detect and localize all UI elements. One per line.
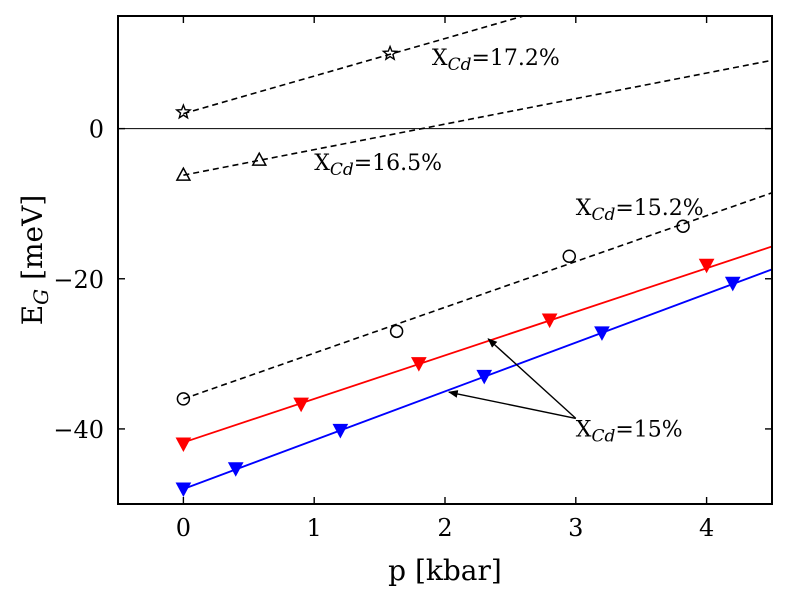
data-point-7-2	[562, 249, 577, 263]
x-tick-label-1: 1	[307, 514, 322, 542]
data-point-9-4	[594, 326, 610, 341]
data-point-7-3	[676, 219, 690, 233]
fit-line-0	[183, 16, 527, 115]
annotations: XCd=17.2% XCd=16.5% XCd=15.2% XCd=15%	[314, 46, 703, 447]
data-point-5-1	[381, 44, 399, 61]
data-point-9-3	[476, 369, 493, 385]
y-tick-label-0: −40	[53, 416, 104, 444]
fit-line-4	[183, 268, 772, 490]
annotation-arrow-1	[447, 390, 576, 420]
data-point-9-1	[227, 462, 244, 477]
data-point-9-5	[724, 276, 741, 292]
fit-line-3	[183, 245, 772, 444]
axes: 0 1 2 3 4 −40 −20 0 p [kbar] EG [meV]	[16, 15, 773, 587]
series-markers	[174, 44, 741, 498]
series-lines	[118, 16, 772, 490]
data-point-9-2	[332, 423, 349, 439]
annotation-label-3: XCd=15%	[576, 417, 683, 446]
data-point-8-0	[175, 437, 192, 452]
fit-line-1	[183, 59, 772, 176]
annotation-arrow-0	[487, 338, 577, 419]
y-tick-label-1: −20	[53, 266, 104, 294]
y-tick-label-2: 0	[89, 116, 104, 144]
data-point-8-3	[541, 313, 558, 329]
annotation-label-2: XCd=15.2%	[576, 196, 704, 225]
fit-line-2	[183, 192, 772, 400]
x-tick-label-3: 3	[568, 514, 583, 542]
data-point-8-4	[698, 258, 715, 274]
data-point-8-1	[293, 397, 309, 413]
data-point-6-1	[251, 151, 268, 166]
x-tick-label-4: 4	[699, 514, 714, 542]
x-tick-label-2: 2	[437, 514, 452, 542]
y-axis-title: EG [meV]	[16, 195, 53, 326]
data-point-7-1	[389, 324, 404, 339]
data-point-5-0	[174, 103, 192, 120]
x-axis-title: p [kbar]	[388, 554, 502, 587]
data-point-7-0	[176, 392, 191, 406]
data-point-8-2	[411, 357, 427, 372]
x-tick-label-0: 0	[176, 514, 191, 542]
annotation-label-1: XCd=16.5%	[314, 151, 442, 180]
data-point-6-0	[175, 166, 192, 181]
data-point-9-0	[175, 482, 192, 498]
annotation-label-0: XCd=17.2%	[432, 46, 560, 75]
